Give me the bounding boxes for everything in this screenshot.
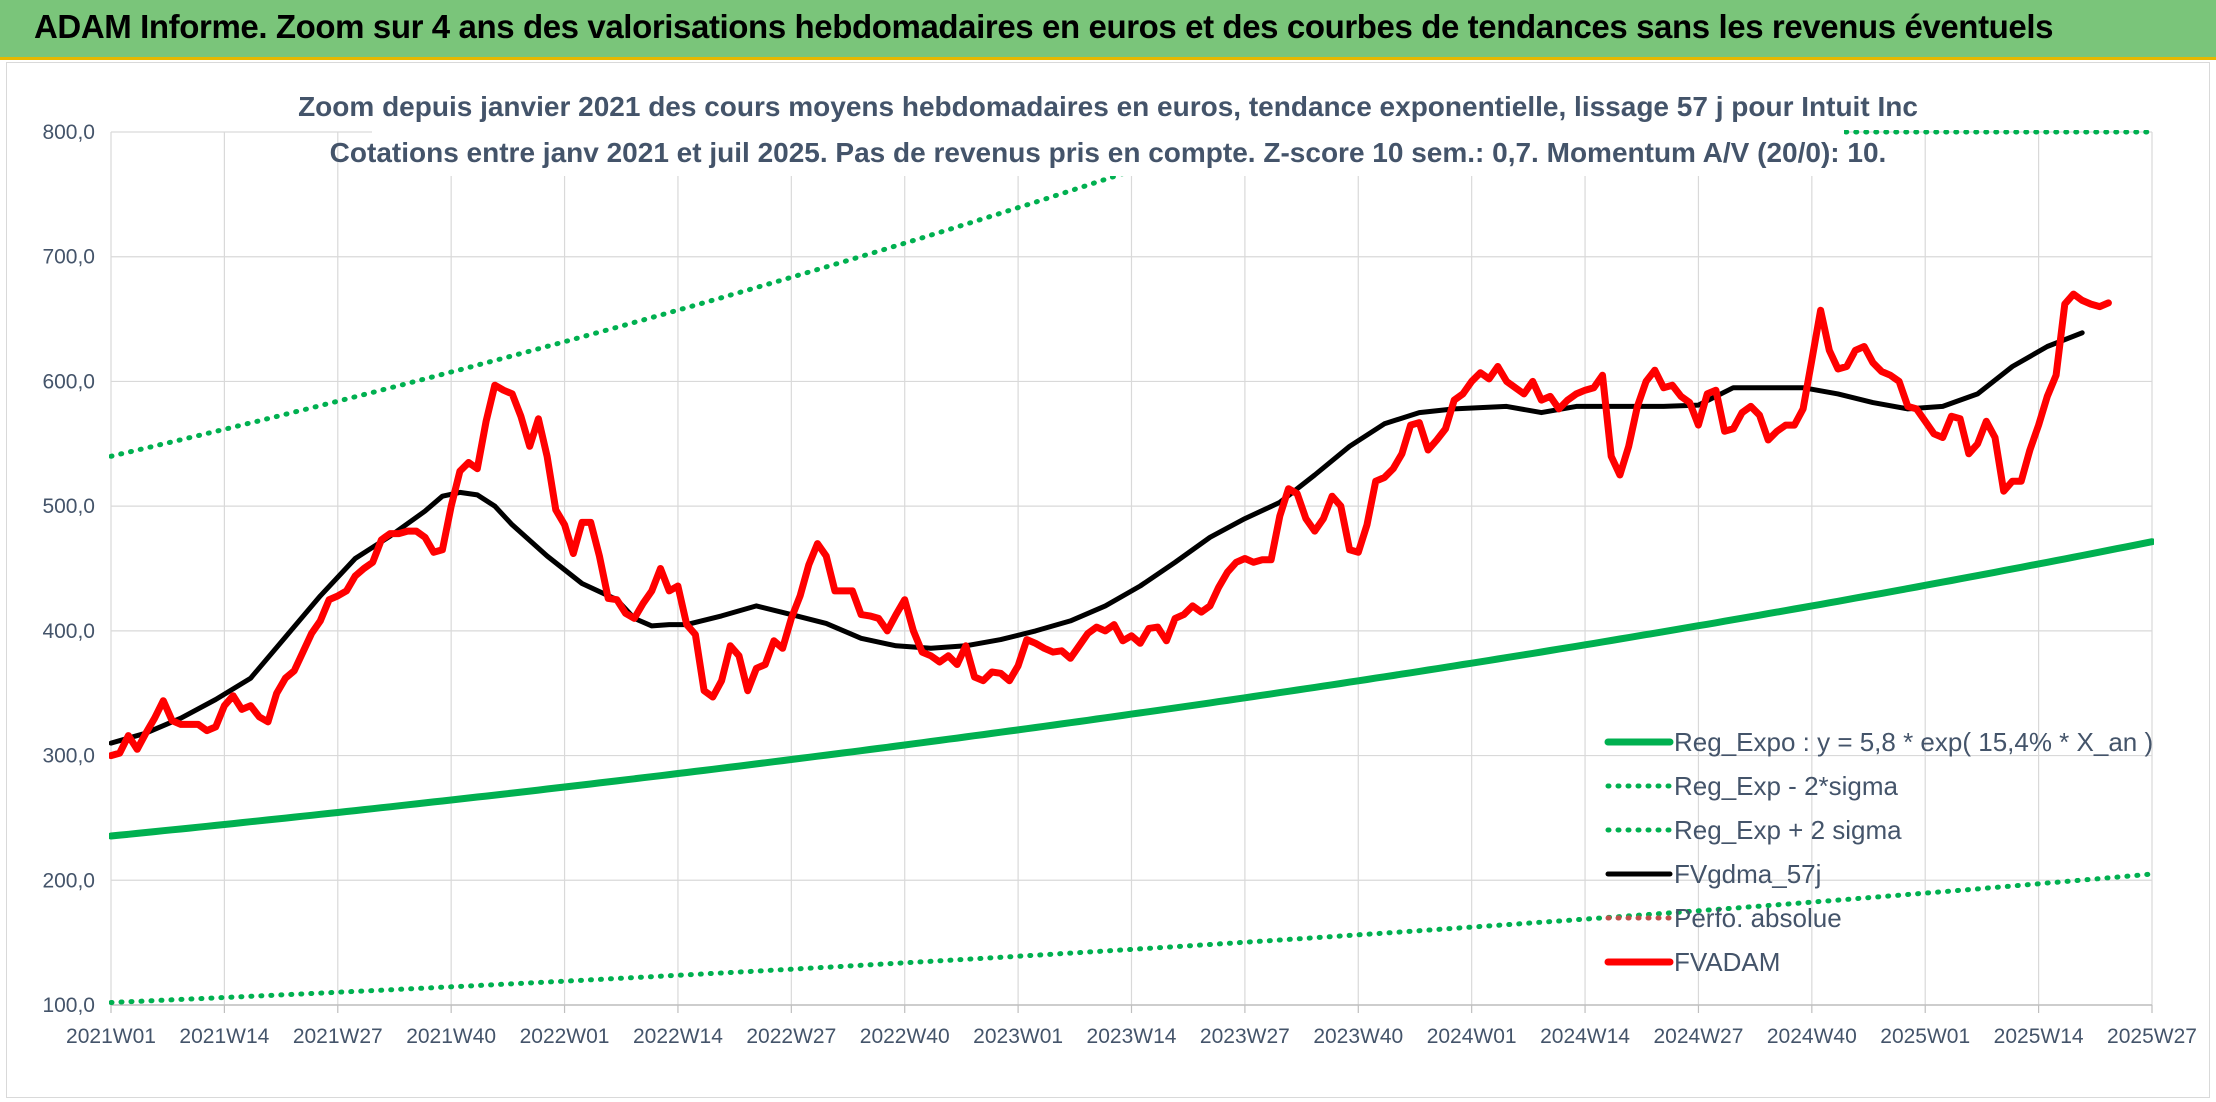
x-tick-label: 2021W14 (179, 1025, 269, 1048)
legend-label: Perfo. absolue (1674, 903, 1842, 933)
header-bar: ADAM Informe. Zoom sur 4 ans des valoris… (0, 0, 2216, 60)
report-title: ADAM Informe. Zoom sur 4 ans des valoris… (34, 8, 2054, 45)
legend-label: FVADAM (1674, 947, 1780, 977)
x-tick-label: 2021W40 (406, 1025, 496, 1048)
x-tick-label: 2024W14 (1540, 1025, 1630, 1048)
series-fvadam (109, 290, 2112, 760)
x-tick-label: 2021W27 (293, 1025, 383, 1048)
y-tick-label: 600,0 (42, 370, 95, 393)
x-tick-label: 2025W01 (1880, 1025, 1970, 1048)
y-tick-label: 100,0 (42, 994, 95, 1017)
x-tick-label: 2022W27 (746, 1025, 836, 1048)
x-tick-label: 2023W14 (1087, 1025, 1177, 1048)
series-reg-exp-minus-2sigma (109, 871, 2154, 1005)
legend: Reg_Expo : y = 5,8 * exp( 15,4% * X_an )… (1604, 727, 2153, 977)
legend-label: Reg_Exp + 2 sigma (1674, 815, 1902, 845)
y-tick-label: 200,0 (42, 869, 95, 892)
x-tick-label: 2022W14 (633, 1025, 723, 1048)
grid-lines (110, 131, 2153, 1013)
subtitle-background (372, 84, 1844, 176)
y-tick-label: 700,0 (42, 246, 95, 269)
y-tick-label: 400,0 (42, 620, 95, 643)
x-tick-label: 2025W27 (2107, 1025, 2197, 1048)
series-reg-expo (109, 538, 2154, 840)
legend-label: Reg_Exp - 2*sigma (1674, 771, 1899, 801)
legend-label: FVgdma_57j (1674, 859, 1821, 889)
y-axis: 100,0 200,0 300,0 400,0 500,0 600,0 700,0 800,0 (42, 121, 95, 1017)
x-tick-label: 2024W40 (1767, 1025, 1857, 1048)
series-fvgdma-57j (109, 330, 2085, 746)
y-tick-label: 500,0 (42, 495, 95, 518)
x-tick-label: 2023W01 (973, 1025, 1063, 1048)
chart-title: Zoom depuis janvier 2021 des cours moyen… (298, 91, 1918, 122)
x-tick-label: 2022W40 (860, 1025, 950, 1048)
y-tick-label: 300,0 (42, 745, 95, 768)
chart-area (6, 62, 2210, 1098)
x-tick-label: 2025W14 (1994, 1025, 2084, 1048)
x-tick-label: 2023W27 (1200, 1025, 1290, 1048)
x-tick-label: 2024W01 (1427, 1025, 1517, 1048)
x-axis: 2021W01 2021W14 2021W27 2021W40 2022W01 2022W… (66, 1025, 2197, 1048)
y-tick-label: 800,0 (42, 121, 95, 144)
x-tick-label: 2023W40 (1313, 1025, 1403, 1048)
chart-subtitle: Cotations entre janv 2021 et juil 2025. … (330, 137, 1887, 168)
x-tick-label: 2021W01 (66, 1025, 156, 1048)
x-tick-label: 2024W27 (1653, 1025, 1743, 1048)
x-tick-label: 2022W01 (520, 1025, 610, 1048)
legend-label: Reg_Expo : y = 5,8 * exp( 15,4% * X_an ) (1674, 727, 2153, 757)
